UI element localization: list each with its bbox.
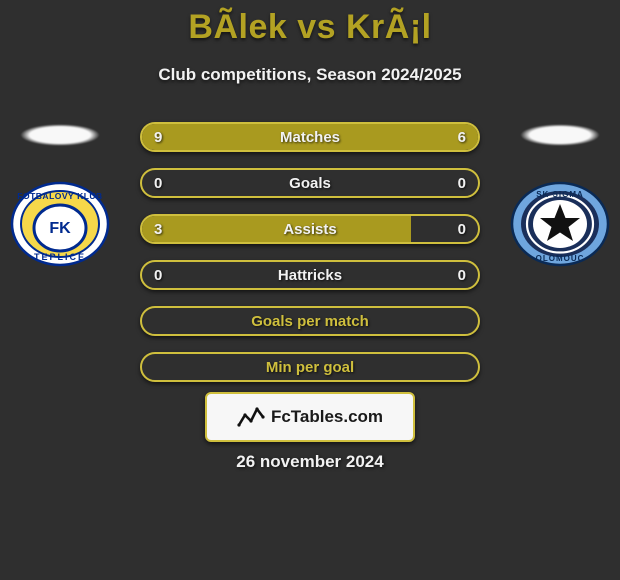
player-side-left: FK FOTBALOVÝ KLUB TEPLICE [0, 115, 120, 267]
svg-text:FK: FK [49, 220, 71, 237]
player-silhouette-right [500, 115, 620, 155]
stat-row-min-per-goal: Min per goal [140, 352, 480, 382]
stat-label: Goals per match [251, 313, 369, 330]
stat-row-assists: 30Assists [140, 214, 480, 244]
stat-label: Assists [142, 216, 478, 242]
season-subtitle: Club competitions, Season 2024/2025 [0, 65, 620, 85]
date-label: 26 november 2024 [0, 452, 620, 472]
sigma-crest-icon: SK SIGMA OLOMOUC [510, 181, 610, 267]
club-crest-left: FK FOTBALOVÝ KLUB TEPLICE [10, 181, 110, 267]
comparison-stats: 96Matches 00Goals 30Assists 00Hattricks Goa… [130, 122, 490, 398]
branding-box: FcTables.com [205, 392, 415, 442]
svg-text:SK SIGMA: SK SIGMA [536, 190, 584, 199]
player-side-right: SK SIGMA OLOMOUC [500, 115, 620, 267]
fctables-logo-icon [237, 405, 265, 429]
stat-row-hattricks: 00Hattricks [140, 260, 480, 290]
svg-text:FOTBALOVÝ KLUB: FOTBALOVÝ KLUB [17, 190, 102, 201]
player-silhouette-left [0, 115, 120, 155]
svg-text:OLOMOUC: OLOMOUC [536, 254, 585, 263]
svg-text:TEPLICE: TEPLICE [34, 252, 86, 262]
page-title: BÃ­lek vs KrÃ¡l [0, 0, 620, 47]
stat-label: Hattricks [142, 262, 478, 288]
stat-row-matches: 96Matches [140, 122, 480, 152]
stat-row-goals: 00Goals [140, 168, 480, 198]
stat-label: Min per goal [266, 359, 354, 376]
stat-row-goals-per-match: Goals per match [140, 306, 480, 336]
teplice-crest-icon: FK FOTBALOVÝ KLUB TEPLICE [10, 181, 110, 267]
stat-label: Goals [142, 170, 478, 196]
club-crest-right: SK SIGMA OLOMOUC [510, 181, 610, 267]
stat-label: Matches [142, 124, 478, 150]
branding-text: FcTables.com [271, 407, 383, 427]
